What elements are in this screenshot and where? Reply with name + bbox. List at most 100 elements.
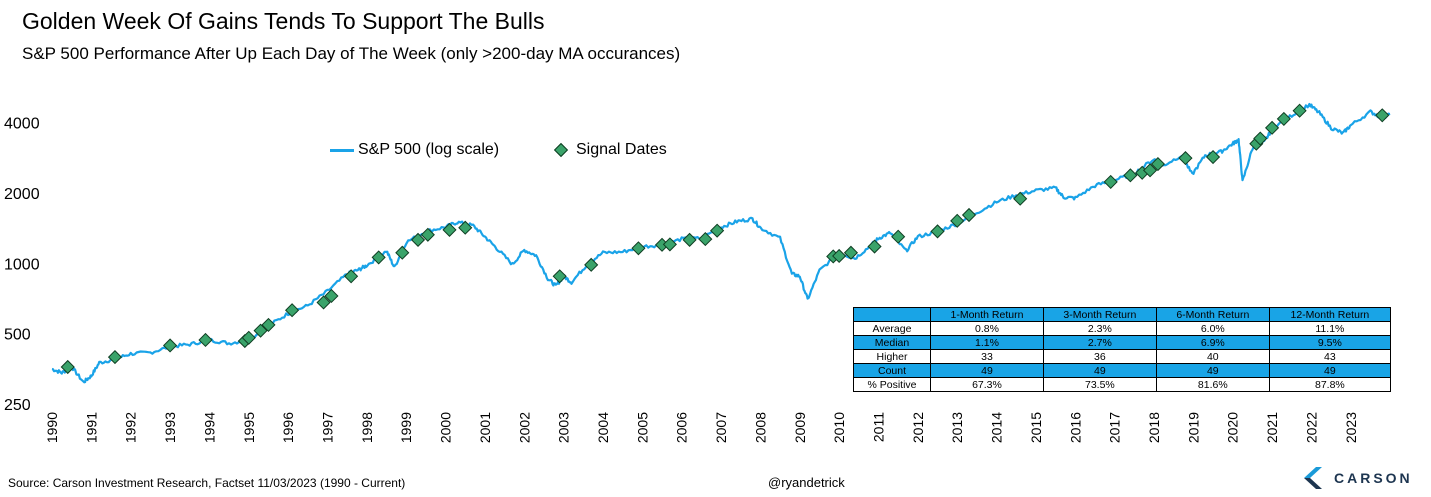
table-cell: 49 bbox=[1042, 363, 1157, 378]
signal-date-marker bbox=[843, 245, 859, 260]
x-tick-label: 1996 bbox=[280, 412, 296, 443]
x-tick-label: 2022 bbox=[1303, 412, 1319, 443]
signal-date-marker bbox=[654, 237, 670, 252]
x-tick-label: 2016 bbox=[1067, 412, 1083, 443]
table-cell: 2.3% bbox=[1042, 321, 1157, 336]
table-cell: 73.5% bbox=[1042, 377, 1157, 392]
x-tick-label: 1998 bbox=[359, 412, 375, 443]
signal-date-marker bbox=[324, 288, 339, 304]
signal-date-marker bbox=[961, 207, 977, 223]
signal-date-marker bbox=[832, 248, 847, 264]
signal-date-marker bbox=[316, 295, 331, 310]
signal-date-marker bbox=[253, 323, 268, 338]
signal-date-marker bbox=[1375, 108, 1390, 123]
x-tick-label: 1994 bbox=[201, 412, 217, 443]
carson-logo-text: CARSON bbox=[1334, 470, 1413, 486]
signal-date-marker bbox=[107, 349, 123, 365]
signal-date-marker bbox=[1292, 103, 1307, 118]
x-tick-label: 2009 bbox=[792, 412, 808, 443]
table-header-cell: 12-Month Return bbox=[1268, 307, 1392, 322]
table-row-label: Average bbox=[853, 321, 931, 336]
table-cell: 6.9% bbox=[1155, 335, 1270, 350]
x-tick-label: 1992 bbox=[123, 412, 139, 443]
x-tick-label: 2007 bbox=[713, 412, 729, 443]
signal-date-marker bbox=[60, 359, 75, 375]
signal-date-marker bbox=[631, 241, 646, 256]
signal-date-marker bbox=[662, 237, 677, 252]
signal-date-marker bbox=[552, 269, 567, 284]
x-tick-label: 2020 bbox=[1225, 412, 1241, 443]
table-row-label: Higher bbox=[853, 349, 931, 364]
y-tick-label: 500 bbox=[4, 327, 31, 344]
x-tick-label: 2003 bbox=[556, 412, 572, 443]
author-handle: @ryandetrick bbox=[768, 475, 845, 490]
signal-date-marker bbox=[1178, 151, 1193, 166]
signal-date-marker bbox=[285, 303, 300, 318]
chart-title: Golden Week Of Gains Tends To Support Th… bbox=[22, 8, 545, 34]
x-tick-label: 2000 bbox=[438, 412, 454, 443]
signal-date-marker bbox=[1276, 111, 1291, 126]
x-tick-label: 2006 bbox=[674, 412, 690, 443]
y-tick-label: 2000 bbox=[4, 186, 40, 203]
x-tick-label: 2017 bbox=[1107, 412, 1123, 443]
returns-table: 1-Month Return 3-Month Return 6-Month Re… bbox=[853, 307, 1392, 392]
table-row-label: Count bbox=[853, 363, 931, 378]
table-cell: 1.1% bbox=[930, 335, 1044, 350]
table-cell: 67.3% bbox=[930, 377, 1044, 392]
carson-logo: CARSON bbox=[1300, 465, 1413, 491]
signal-date-marker bbox=[891, 229, 906, 244]
signal-date-marker bbox=[682, 232, 697, 247]
signal-date-marker bbox=[710, 223, 725, 238]
legend-item-marker: Signal Dates bbox=[553, 141, 667, 159]
signal-date-marker bbox=[584, 257, 599, 272]
table-cell: 0.8% bbox=[930, 321, 1044, 336]
y-tick-label: 1000 bbox=[4, 256, 40, 273]
x-tick-label: 2013 bbox=[949, 412, 965, 443]
signal-date-marker bbox=[930, 224, 945, 239]
carson-logo-icon bbox=[1304, 467, 1322, 489]
x-tick-label: 1995 bbox=[241, 412, 257, 443]
table-cell: 11.1% bbox=[1268, 321, 1392, 336]
x-tick-label: 2014 bbox=[989, 412, 1005, 443]
x-tick-label: 1993 bbox=[162, 412, 178, 443]
table-header-row: 1-Month Return 3-Month Return 6-Month Re… bbox=[853, 307, 1392, 322]
x-tick-label: 1990 bbox=[44, 412, 60, 443]
signal-date-marker bbox=[1264, 120, 1280, 135]
x-tick-label: 2018 bbox=[1146, 412, 1162, 443]
x-tick-label: 1999 bbox=[398, 412, 414, 443]
x-tick-label: 2012 bbox=[910, 412, 926, 443]
x-tick-label: 2002 bbox=[516, 412, 532, 443]
chart-subtitle: S&P 500 Performance After Up Each Day of… bbox=[22, 44, 681, 63]
table-header-cell: 1-Month Return bbox=[930, 307, 1044, 322]
legend-item-line: S&P 500 (log scale) bbox=[330, 141, 499, 159]
table-cell: 49 bbox=[1155, 363, 1270, 378]
signal-date-marker bbox=[1142, 163, 1158, 178]
table-row: % Positive 67.3% 73.5% 81.6% 87.8% bbox=[853, 377, 1392, 392]
x-tick-label: 2019 bbox=[1185, 412, 1201, 443]
x-tick-label: 2023 bbox=[1343, 412, 1359, 443]
table-cell: 36 bbox=[1042, 349, 1157, 364]
x-tick-label: 2004 bbox=[595, 412, 611, 443]
legend-line-swatch bbox=[330, 148, 354, 152]
table-header-cell: 6-Month Return bbox=[1155, 307, 1270, 322]
table-row: Median 1.1% 2.7% 6.9% 9.5% bbox=[853, 335, 1392, 350]
legend-marker-label: Signal Dates bbox=[576, 141, 667, 158]
legend-line-label: S&P 500 (log scale) bbox=[358, 141, 500, 158]
signal-date-marker bbox=[162, 338, 178, 353]
signal-date-marker bbox=[867, 239, 882, 254]
signal-date-marker bbox=[261, 317, 276, 332]
signal-date-marker bbox=[344, 269, 359, 284]
x-tick-label: 2001 bbox=[477, 412, 493, 443]
signal-date-marker bbox=[371, 250, 386, 265]
signal-date-marker bbox=[241, 330, 256, 345]
y-tick-label: 250 bbox=[4, 397, 31, 414]
signal-date-marker bbox=[458, 220, 473, 235]
signal-date-marker bbox=[420, 227, 435, 242]
table-cell: 40 bbox=[1155, 349, 1270, 364]
signal-date-marker bbox=[950, 213, 965, 228]
table-cell: 33 bbox=[930, 349, 1044, 364]
x-tick-label: 1991 bbox=[83, 412, 99, 443]
table-cell: 81.6% bbox=[1155, 377, 1270, 392]
x-tick-label: 2005 bbox=[634, 412, 650, 443]
